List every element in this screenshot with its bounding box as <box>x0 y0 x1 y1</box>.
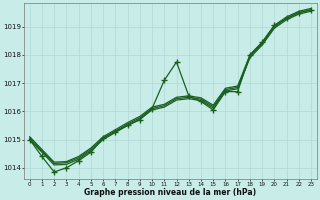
X-axis label: Graphe pression niveau de la mer (hPa): Graphe pression niveau de la mer (hPa) <box>84 188 256 197</box>
